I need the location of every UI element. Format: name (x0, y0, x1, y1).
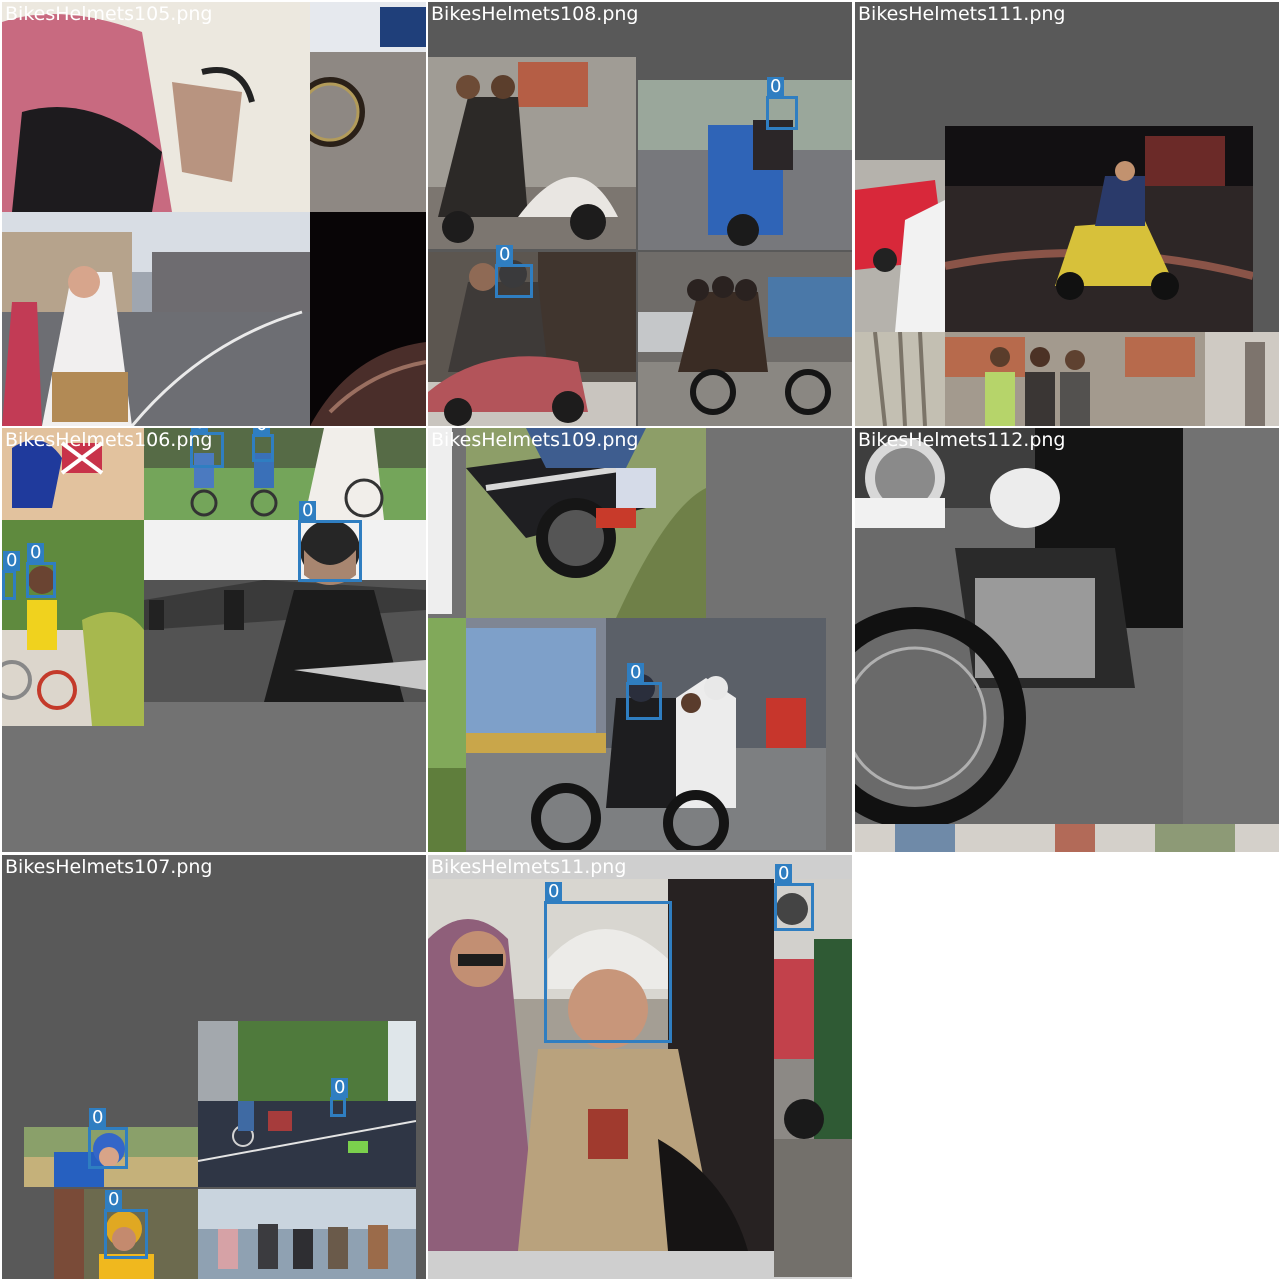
tile-filename: BikesHelmets112.png (858, 429, 1066, 451)
photo-yellow-scooter-night (945, 126, 1253, 332)
tile-filename: BikesHelmets109.png (431, 429, 639, 451)
detection-label: 0 (105, 1190, 123, 1210)
photo-bearded-motorcyclist (144, 520, 426, 702)
tile-filename: BikesHelmets107.png (5, 856, 213, 878)
tile-filename: BikesHelmets105.png (5, 3, 213, 25)
detection-box: 0 (88, 1108, 128, 1169)
tile-bikeshelmets105: BikesHelmets105.png (2, 2, 426, 426)
photo-child-yellow-helmet (54, 1189, 198, 1279)
photo-left-sliver-top (428, 428, 452, 614)
detection-box: 0 (766, 77, 798, 130)
detection-label: 0 (775, 864, 793, 884)
photo-classic-motorcycle-closeup (855, 428, 1183, 824)
photo-family-motorbike-rain (466, 618, 826, 850)
tile-bikeshelmets109: 0 BikesHelmets109.png (428, 428, 852, 852)
detection-box: 0 (190, 428, 224, 468)
detection-label: 0 (3, 551, 21, 571)
photo-bicycle-cobblestone (310, 2, 426, 212)
detection-box: 0 (2, 551, 21, 600)
tile-bikeshelmets11: 0 0 BikesHelmets11.png (428, 855, 852, 1279)
photo-group-cyclists-lakeside (198, 1189, 416, 1279)
detection-label: 0 (545, 882, 563, 902)
detection-label: 0 (767, 77, 785, 97)
detection-box: 0 (495, 245, 533, 298)
photo-motorcycles-right (774, 879, 852, 1277)
tile-filename: BikesHelmets108.png (431, 3, 639, 25)
tile-bikeshelmets111: BikesHelmets111.png (855, 2, 1279, 426)
detection-label: 0 (89, 1108, 107, 1128)
tile-filename: BikesHelmets106.png (5, 429, 213, 451)
detection-label: 0 (27, 543, 45, 563)
photo-bottom-strip (855, 824, 1279, 852)
photo-pink-sweater-rider (2, 2, 310, 212)
detection-label: 0 (253, 428, 271, 435)
detection-box: 0 (544, 882, 672, 1043)
detection-box: 0 (330, 1078, 349, 1117)
detection-label: 0 (299, 501, 317, 521)
detection-box: 0 (252, 428, 274, 462)
photo-right-sliver (1205, 332, 1279, 426)
detection-label: 0 (627, 663, 645, 683)
photo-girl-yellow-shirt-bike (2, 520, 144, 726)
photo-women-cycling-street (2, 212, 310, 426)
detection-box: 0 (298, 501, 362, 582)
photo-cruiser-motorcycle-leaning (466, 428, 706, 618)
photo-blue-cart-rider (638, 80, 852, 250)
photo-red-car (855, 160, 945, 332)
photo-left-sliver-bottom (428, 618, 466, 852)
tile-bikeshelmets106: 0 0 0 0 0 BikesHelmets106.png (2, 428, 426, 852)
empty-cell (855, 855, 1279, 1279)
photo-three-women-motorbike (638, 252, 852, 426)
tile-bikeshelmets112: BikesHelmets112.png (855, 428, 1279, 852)
detection-box: 0 (104, 1190, 148, 1259)
photo-scooter-two-men (428, 57, 636, 249)
photo-women-white-helmet-crowd (428, 879, 774, 1251)
detection-label: 0 (496, 245, 514, 265)
tile-filename: BikesHelmets111.png (858, 3, 1066, 25)
detection-label: 0 (331, 1078, 349, 1098)
photo-trees-left (855, 332, 945, 426)
photo-men-walking (945, 332, 1253, 426)
photo-boulevard-cyclists (198, 1021, 416, 1187)
photo-blue-bike-flag (2, 428, 144, 520)
tile-bikeshelmets108: 0 0 BikesHelmets108.png (428, 2, 852, 426)
photo-dark-night (310, 212, 426, 426)
detection-box: 0 (626, 663, 662, 720)
detection-box: 0 (26, 543, 56, 598)
detection-label: 0 (191, 428, 209, 433)
tile-bikeshelmets107: 0 0 0 BikesHelmets107.png (2, 855, 426, 1279)
tile-filename: BikesHelmets11.png (431, 856, 627, 878)
photo-child-blue-helmet (24, 1127, 198, 1187)
detection-box: 0 (774, 864, 814, 931)
